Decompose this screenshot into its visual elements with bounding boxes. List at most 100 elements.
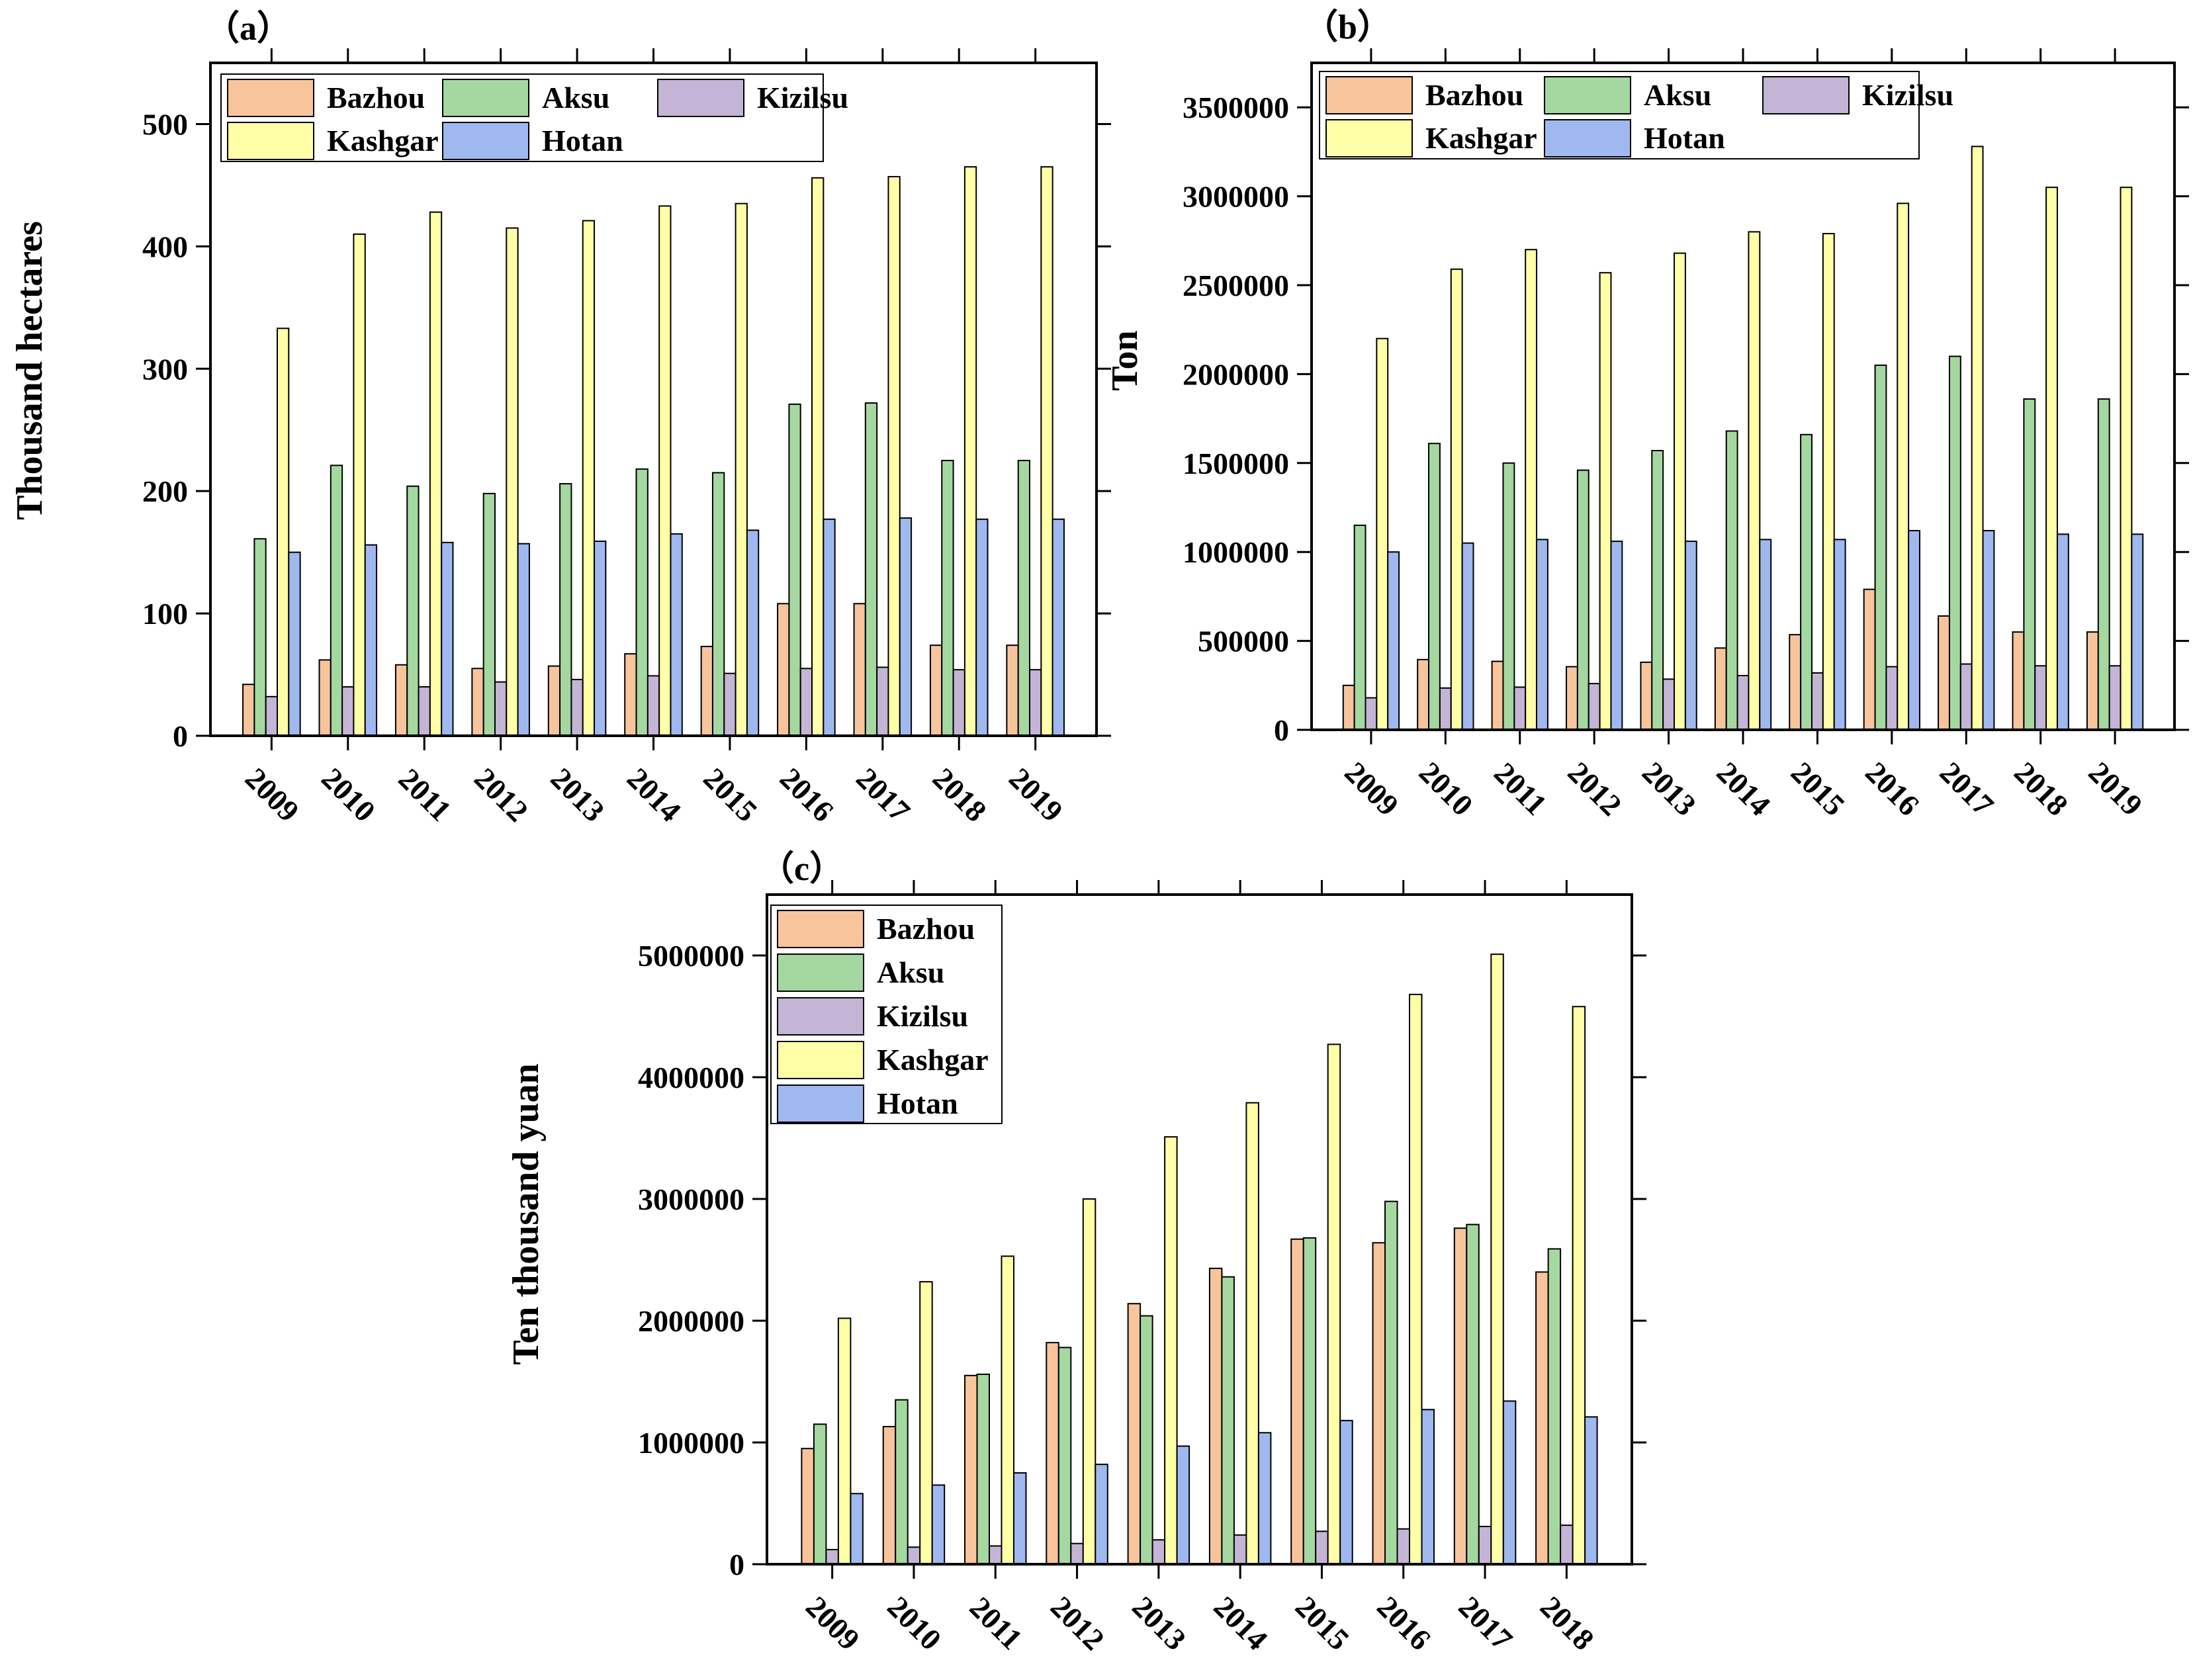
bar-kizilsu-2019 bbox=[1029, 669, 1042, 737]
bar-kashgar-2018 bbox=[963, 166, 977, 737]
bar-bazhou-2019 bbox=[2086, 631, 2099, 730]
bar-aksu-2010 bbox=[330, 464, 343, 736]
bar-bazhou-2015 bbox=[1290, 1238, 1304, 1565]
legend-label-kashgar: Kashgar bbox=[327, 124, 439, 157]
bar-hotan-2017 bbox=[1982, 529, 1995, 730]
bar-kashgar-2017 bbox=[887, 175, 901, 737]
bar-kashgar-2009 bbox=[837, 1317, 852, 1565]
bar-kashgar-2015 bbox=[1822, 233, 1835, 730]
bar-hotan-2014 bbox=[1257, 1432, 1272, 1566]
y-tick-label: 1500000 bbox=[1183, 447, 1289, 480]
bar-kizilsu-2011 bbox=[1513, 686, 1527, 730]
bar-kizilsu-2013 bbox=[1151, 1539, 1166, 1565]
legend-label-hotan: Hotan bbox=[877, 1086, 958, 1120]
y-tick-label: 3000000 bbox=[1183, 180, 1289, 214]
bar-hotan-2015 bbox=[1339, 1419, 1353, 1565]
legend-swatch-kizilsu bbox=[777, 997, 864, 1036]
bar-hotan-2013 bbox=[594, 540, 607, 736]
bar-kizilsu-2015 bbox=[1315, 1530, 1329, 1566]
bar-hotan-2010 bbox=[364, 544, 378, 736]
y-axis-title: Ten thousand yuan bbox=[506, 1063, 547, 1365]
y-tick-label: 0 bbox=[729, 1548, 744, 1581]
bar-bazhou-2012 bbox=[471, 668, 484, 736]
bar-kashgar-2015 bbox=[735, 202, 748, 736]
bar-kizilsu-2014 bbox=[647, 675, 660, 737]
bar-aksu-2017 bbox=[1466, 1223, 1480, 1565]
bar-bazhou-2018 bbox=[1535, 1271, 1549, 1566]
bar-kizilsu-2018 bbox=[952, 669, 965, 737]
panel-b: （b）2009 2010 2011 2012 2013 2014 2015 2016 2017 2… bbox=[1104, 8, 2189, 822]
bar-hotan-2012 bbox=[1610, 541, 1623, 730]
bar-bazhou-2016 bbox=[1863, 588, 1876, 731]
bar-bazhou-2016 bbox=[777, 603, 790, 736]
bar-bazhou-2017 bbox=[853, 603, 866, 736]
bar-bazhou-2014 bbox=[1714, 647, 1727, 730]
bar-aksu-2016 bbox=[1384, 1200, 1398, 1566]
y-tick-label: 0 bbox=[1274, 713, 1289, 747]
y-axis-title: Thousand hectares bbox=[9, 221, 50, 520]
legend-label-kizilsu: Kizilsu bbox=[757, 81, 848, 114]
y-tick-label: 3000000 bbox=[638, 1182, 744, 1216]
bar-kizilsu-2013 bbox=[570, 678, 584, 736]
bar-kizilsu-2019 bbox=[2108, 665, 2122, 730]
y-tick-label: 4000000 bbox=[638, 1061, 744, 1094]
bar-kashgar-2011 bbox=[1001, 1255, 1014, 1565]
x-tick-label: 2014 bbox=[1208, 1589, 1275, 1656]
bar-hotan-2012 bbox=[517, 543, 530, 736]
bar-hotan-2018 bbox=[2056, 533, 2069, 730]
bar-hotan-2009 bbox=[850, 1493, 864, 1566]
y-tick-label: 400 bbox=[142, 230, 188, 263]
plot-frame bbox=[1310, 62, 2176, 731]
x-tick-label: 2014 bbox=[1710, 755, 1777, 822]
bar-kashgar-2012 bbox=[1599, 272, 1612, 730]
bar-aksu-2012 bbox=[1576, 469, 1590, 730]
bar-bazhou-2015 bbox=[700, 646, 713, 737]
bar-kizilsu-2017 bbox=[1959, 663, 1973, 730]
x-tick-label: 2012 bbox=[1562, 755, 1629, 822]
bar-aksu-2018 bbox=[2023, 398, 2036, 731]
legend-label-aksu: Aksu bbox=[877, 955, 944, 989]
bar-kashgar-2014 bbox=[1245, 1102, 1259, 1565]
legend-label-hotan: Hotan bbox=[542, 124, 623, 157]
legend-swatch-bazhou bbox=[1325, 76, 1413, 114]
bar-hotan-2017 bbox=[1502, 1400, 1517, 1565]
bar-hotan-2016 bbox=[823, 518, 836, 737]
legend-swatch-kashgar bbox=[1325, 119, 1413, 157]
bar-bazhou-2017 bbox=[1453, 1227, 1468, 1566]
bar-kashgar-2018 bbox=[1572, 1006, 1586, 1565]
bar-hotan-2019 bbox=[2131, 533, 2144, 730]
bar-bazhou-2013 bbox=[1640, 661, 1653, 730]
bar-aksu-2011 bbox=[1502, 462, 1515, 730]
bar-aksu-2012 bbox=[1057, 1347, 1072, 1565]
bar-kizilsu-2011 bbox=[989, 1545, 1003, 1565]
bar-hotan-2013 bbox=[1684, 541, 1697, 730]
bar-aksu-2014 bbox=[1221, 1276, 1235, 1565]
legend-label-hotan: Hotan bbox=[1644, 121, 1725, 155]
bar-kizilsu-2009 bbox=[825, 1548, 839, 1565]
bar-kashgar-2010 bbox=[919, 1281, 933, 1565]
bar-kashgar-2009 bbox=[1376, 337, 1389, 730]
bar-aksu-2012 bbox=[482, 492, 496, 736]
bar-hotan-2013 bbox=[1176, 1445, 1190, 1566]
bar-kashgar-2012 bbox=[1082, 1198, 1097, 1565]
bar-hotan-2011 bbox=[1012, 1472, 1027, 1565]
legend: Bazhou Aksu Kizilsu Kashgar Hotan bbox=[220, 73, 848, 162]
bar-hotan-2009 bbox=[288, 551, 301, 736]
legend-swatch-bazhou bbox=[227, 79, 314, 117]
bar-aksu-2019 bbox=[1017, 459, 1030, 736]
legend-swatch-kashgar bbox=[227, 122, 314, 160]
panel-a: （a）2009 2010 2011 2012 2013 2014 2015 2016 2017 2… bbox=[9, 9, 1111, 828]
legend-swatch-aksu bbox=[442, 79, 529, 117]
bar-hotan-2011 bbox=[1536, 539, 1548, 730]
bar-kizilsu-2016 bbox=[1396, 1528, 1411, 1565]
bar-kizilsu-2013 bbox=[1662, 678, 1676, 731]
bar-kizilsu-2009 bbox=[265, 695, 279, 736]
bar-kashgar-2013 bbox=[1674, 252, 1686, 730]
x-tick-label: 2011 bbox=[963, 1590, 1029, 1656]
bar-bazhou-2016 bbox=[1372, 1242, 1386, 1565]
x-tick-label: 2009 bbox=[799, 1589, 866, 1656]
y-tick-label: 1000000 bbox=[1183, 535, 1289, 569]
legend-swatch-aksu bbox=[777, 953, 864, 992]
panel-label: （b） bbox=[1304, 8, 1392, 46]
bar-hotan-2016 bbox=[1421, 1409, 1435, 1566]
